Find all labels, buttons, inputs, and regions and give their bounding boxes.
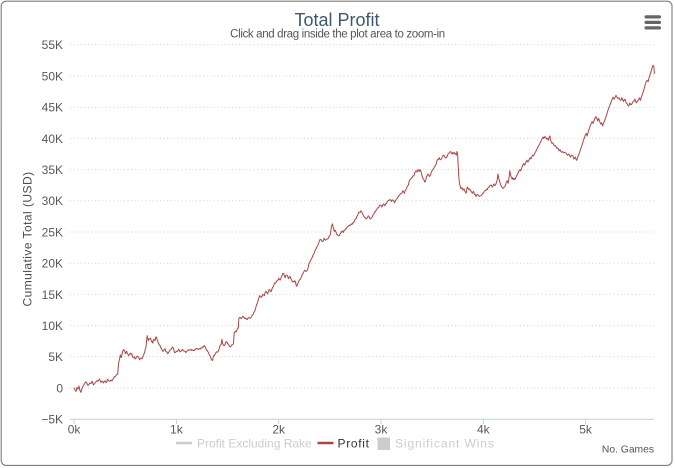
svg-text:30K: 30K xyxy=(42,194,63,208)
svg-text:−5K: −5K xyxy=(41,413,63,427)
svg-text:1k: 1k xyxy=(170,423,184,437)
svg-text:0k: 0k xyxy=(68,423,82,437)
svg-text:Significant Wins: Significant Wins xyxy=(395,437,495,451)
svg-text:35K: 35K xyxy=(42,163,63,177)
svg-text:No. Games: No. Games xyxy=(602,445,654,456)
svg-text:3k: 3k xyxy=(375,423,389,437)
svg-text:55K: 55K xyxy=(42,38,63,52)
svg-text:20K: 20K xyxy=(42,257,63,271)
svg-text:15K: 15K xyxy=(42,288,63,302)
svg-text:Total Profit: Total Profit xyxy=(294,10,379,30)
svg-text:40K: 40K xyxy=(42,132,63,146)
svg-text:10K: 10K xyxy=(42,319,63,333)
svg-text:Profit: Profit xyxy=(338,437,370,451)
svg-text:Profit Excluding Rake: Profit Excluding Rake xyxy=(197,437,312,451)
svg-text:25K: 25K xyxy=(42,225,63,239)
svg-text:Click and drag inside the plot: Click and drag inside the plot area to z… xyxy=(230,29,445,41)
svg-text:5K: 5K xyxy=(48,350,63,364)
svg-text:45K: 45K xyxy=(42,101,63,115)
svg-text:4k: 4k xyxy=(477,423,491,437)
svg-text:50K: 50K xyxy=(42,69,63,83)
svg-text:0: 0 xyxy=(56,381,63,395)
svg-text:2k: 2k xyxy=(272,423,286,437)
svg-text:Cumulative Total (USD): Cumulative Total (USD) xyxy=(21,171,35,306)
svg-text:5k: 5k xyxy=(579,423,593,437)
